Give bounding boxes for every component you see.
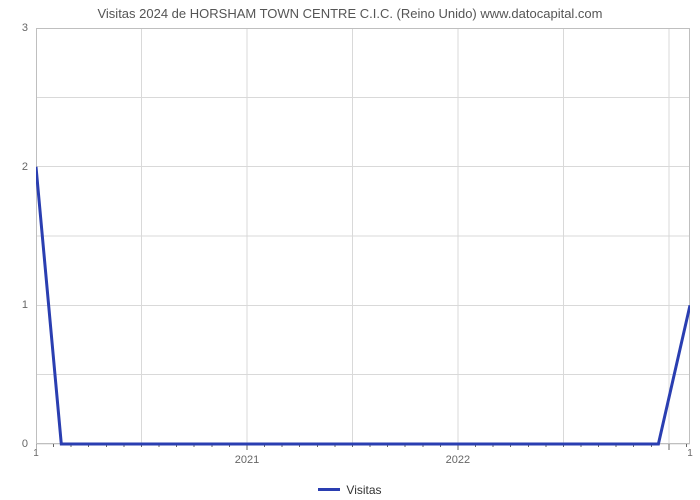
plot-svg — [36, 28, 690, 460]
x-axis-labels: 2021 2022 — [36, 454, 690, 470]
legend-label: Visitas — [346, 483, 381, 497]
y-axis-labels: 0123 — [0, 28, 28, 444]
y-tick-label: 1 — [0, 299, 28, 311]
chart-container: Visitas 2024 de HORSHAM TOWN CENTRE C.I.… — [0, 0, 700, 500]
legend-swatch — [318, 488, 340, 491]
chart-title: Visitas 2024 de HORSHAM TOWN CENTRE C.I.… — [0, 6, 700, 21]
legend-item-visitas: Visitas — [318, 483, 381, 497]
x-tick-label: 2022 — [446, 454, 470, 466]
y-tick-label: 2 — [0, 161, 28, 173]
y-tick-label: 3 — [0, 22, 28, 34]
plot-area — [36, 28, 690, 444]
data-point-label: 1 — [33, 448, 39, 459]
legend: Visitas — [0, 480, 700, 497]
y-tick-label: 0 — [0, 438, 28, 450]
data-point-label: 1 — [687, 448, 693, 459]
x-tick-label: 2021 — [235, 454, 259, 466]
